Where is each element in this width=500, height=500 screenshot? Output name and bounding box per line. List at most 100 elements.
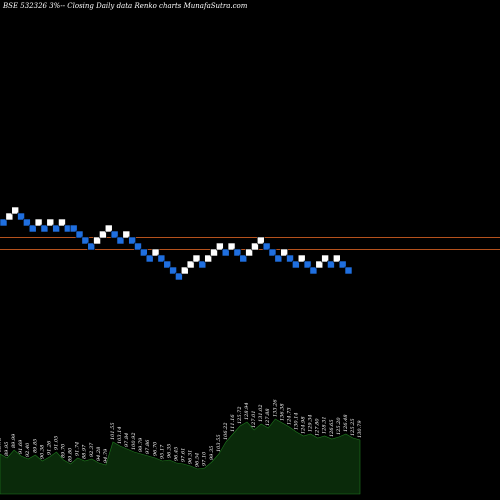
- renko-brick: [99, 230, 107, 239]
- renko-brick: [23, 218, 31, 227]
- renko-brick: [239, 254, 248, 263]
- renko-brick: [163, 260, 172, 269]
- renko-brick: [227, 242, 236, 251]
- renko-brick: [292, 260, 300, 269]
- volume-label: 97.84: [124, 433, 130, 447]
- volume-label: 96.70: [152, 441, 158, 456]
- renko-brick: [28, 224, 37, 233]
- renko-brick: [186, 260, 195, 269]
- volume-label: 96.54: [195, 453, 201, 467]
- volume-label: 90.38: [39, 445, 45, 459]
- volume-label: 96.35: [166, 444, 172, 458]
- renko-brick: [169, 266, 177, 275]
- volume-label: 91.69: [18, 439, 24, 454]
- volume-label: 97.10: [202, 451, 208, 466]
- renko-brick: [268, 248, 277, 257]
- renko-brick: [262, 242, 271, 251]
- renko-brick: [52, 224, 60, 233]
- volume-label: 89.85: [32, 439, 38, 453]
- renko-brick: [69, 224, 78, 233]
- volume-label: 127.80: [315, 418, 321, 436]
- renko-brick: [40, 224, 49, 233]
- volume-label: 89.99: [11, 433, 17, 448]
- volume-label: 99.79: [138, 437, 144, 452]
- volume-label: 94.28: [96, 447, 102, 461]
- renko-brick: [11, 206, 19, 215]
- renko-brick: [280, 248, 288, 257]
- renko-brick: [210, 248, 218, 257]
- renko-brick: [338, 260, 347, 269]
- volume-label: 124.98: [301, 417, 307, 435]
- volume-label: 136.38: [279, 404, 285, 422]
- renko-brick: [157, 254, 166, 263]
- renko-brick: [116, 236, 125, 245]
- volume-label: 89.80: [68, 447, 74, 462]
- renko-brick: [104, 224, 113, 233]
- renko-brick: [233, 248, 242, 257]
- renko-brick: [110, 230, 119, 239]
- volume-label: 130.79: [357, 420, 363, 438]
- volume-label: 126.65: [329, 420, 335, 438]
- volume-label: 128.94: [244, 403, 250, 421]
- volume-label: 97.86: [145, 439, 151, 454]
- renko-brick: [245, 248, 253, 257]
- volume-label: 103.55: [216, 435, 222, 453]
- volume-label: 129.34: [308, 415, 314, 433]
- volume-label: 92.40: [25, 442, 31, 457]
- renko-brick: [122, 230, 131, 239]
- renko-brick: [140, 248, 148, 257]
- volume-label: 101.55: [110, 423, 116, 441]
- volume-label: 126.48: [343, 415, 349, 433]
- volume-label: 127.88: [265, 409, 271, 427]
- volume-label: 131.02: [258, 405, 264, 423]
- renko-brick: [256, 236, 265, 245]
- volume-label: 89.95: [4, 442, 10, 456]
- renko-brick: [192, 254, 201, 263]
- renko-brick: [128, 236, 136, 245]
- renko-brick: [81, 236, 90, 245]
- renko-brick: [5, 212, 14, 221]
- renko-brick: [344, 266, 353, 275]
- volume-area-path: [0, 418, 361, 495]
- renko-brick: [46, 218, 55, 227]
- volume-label: 100.92: [131, 433, 137, 451]
- renko-brick: [286, 254, 294, 263]
- renko-brick: [251, 242, 259, 251]
- renko-brick: [221, 248, 230, 257]
- renko-brick: [17, 212, 25, 221]
- volume-label: 95.17: [159, 444, 165, 459]
- renko-brick: [175, 272, 183, 281]
- volume-label: 96.31: [188, 450, 194, 464]
- renko-brick: [303, 260, 312, 269]
- volume-label: 91.74: [75, 442, 81, 456]
- renko-brick: [87, 242, 96, 251]
- renko-brick: [274, 254, 283, 263]
- volume-label: 103.14: [117, 427, 123, 445]
- volume-label: 127.01: [251, 411, 257, 429]
- volume-label: 130.14: [293, 413, 299, 431]
- volume-label: 125.72: [237, 407, 243, 425]
- renko-brick: [216, 242, 224, 251]
- renko-brick: [34, 218, 43, 227]
- volume-label: 88.97: [82, 444, 88, 459]
- renko-brick: [333, 254, 341, 263]
- volume-label: 96.45: [173, 447, 179, 461]
- volume-label: 92.37: [89, 442, 95, 457]
- volume-label: 91.05: [53, 436, 59, 450]
- renko-brick: [134, 242, 142, 251]
- renko-brick: [297, 254, 306, 263]
- volume-label: 106.22: [223, 423, 229, 441]
- renko-brick: [93, 236, 101, 245]
- renko-brick: [0, 218, 8, 227]
- renko-bricks: [0, 206, 353, 281]
- volume-label: 89.70: [61, 443, 67, 458]
- renko-brick: [151, 248, 160, 257]
- volume-label: 111.16: [230, 414, 236, 432]
- volume-label: 133.26: [272, 399, 278, 417]
- renko-brick: [75, 230, 84, 239]
- volume-label: 94.79: [103, 448, 109, 463]
- renko-brick: [58, 218, 66, 227]
- volume-label: 128.31: [322, 417, 328, 435]
- volume-label: 97.61: [181, 448, 187, 462]
